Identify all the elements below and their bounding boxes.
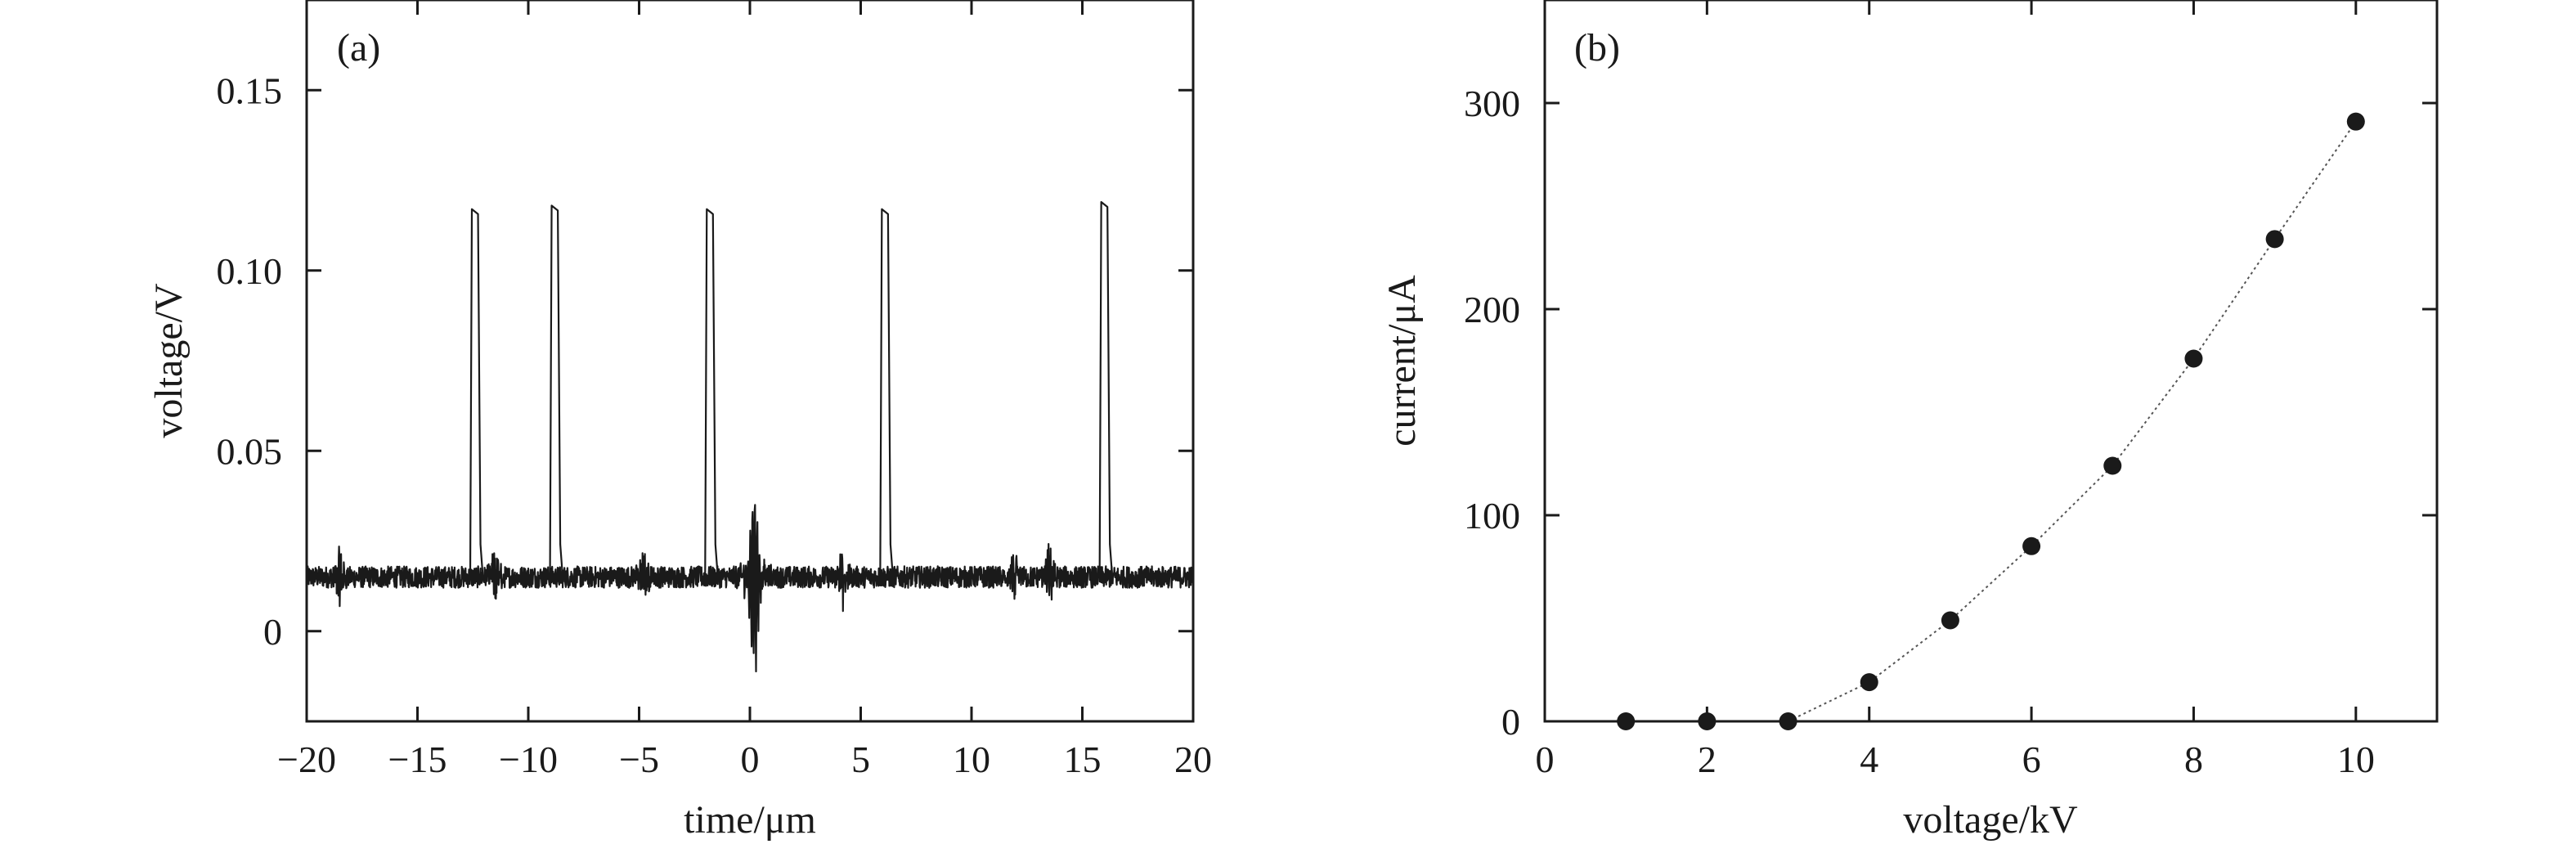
data-point [2022,536,2041,555]
x-tick-label-b: 10 [2337,739,2375,780]
data-point [2346,112,2365,131]
x-tick-label-b: 8 [2184,739,2203,780]
x-tick-label-a: 20 [1174,739,1212,780]
x-tick-label-a: 0 [741,739,760,780]
data-point [1617,712,1636,730]
panel-label-b: (b) [1574,26,1620,70]
x-tick-label-a: −15 [388,739,447,780]
x-tick-label-b: 4 [1860,739,1878,780]
x-tick-label-b: 0 [1536,739,1555,780]
x-tick-label-a: 10 [953,739,990,780]
y-tick-label-b: 0 [1501,701,1520,743]
x-tick-label-a: 15 [1064,739,1102,780]
x-axis-label-b: voltage/kV [1903,798,2078,842]
pulse-spike [704,208,719,577]
ticks-a: −20 −15 −10 −5 0 5 10 15 20 0 0.05 0.10 0.15 [217,0,1212,780]
plot-frame-b [1543,0,2439,723]
data-point [1779,712,1797,730]
y-axis-label-a: voltage/V [147,283,191,438]
x-tick-label-b: 6 [2022,739,2041,780]
panel-label-a: (a) [337,26,380,70]
iv-series [1617,112,2365,730]
x-tick-label-b: 2 [1698,739,1717,780]
fit-line [1788,121,2357,722]
pulse-spike [469,208,484,577]
pulse-spike [879,208,894,577]
x-tick-label-a: −5 [619,739,659,780]
x-axis-label-a: time/μm [684,798,816,842]
y-tick-label-a: 0.10 [217,250,283,292]
y-tick-label-a: 0 [263,611,282,653]
x-tick-label-a: 5 [851,739,870,780]
y-tick-label-a: 0.15 [217,70,283,111]
y-axis-label-b: current/μA [1380,275,1424,447]
panel-a-voltage-trace: (a) −20 −15 −10 −5 0 5 10 15 20 0 0.05 0.10 0.15 tim… [147,0,1212,842]
data-point [1941,611,1959,630]
baseline-noise-trace [305,504,1195,673]
voltage-trace [305,200,1195,673]
data-point [1698,712,1717,730]
data-point [1860,673,1878,692]
data-point [2184,349,2203,368]
y-tick-label-b: 300 [1464,83,1520,124]
data-point [2265,230,2284,249]
pulse-spike [549,204,564,577]
x-tick-label-a: −10 [499,739,558,780]
pulse-spike [1098,200,1114,577]
data-point [2103,456,2122,475]
y-tick-label-a: 0.05 [217,430,283,472]
y-tick-label-b: 100 [1464,495,1520,536]
x-tick-label-a: −20 [277,739,336,780]
y-tick-label-b: 200 [1464,289,1520,330]
